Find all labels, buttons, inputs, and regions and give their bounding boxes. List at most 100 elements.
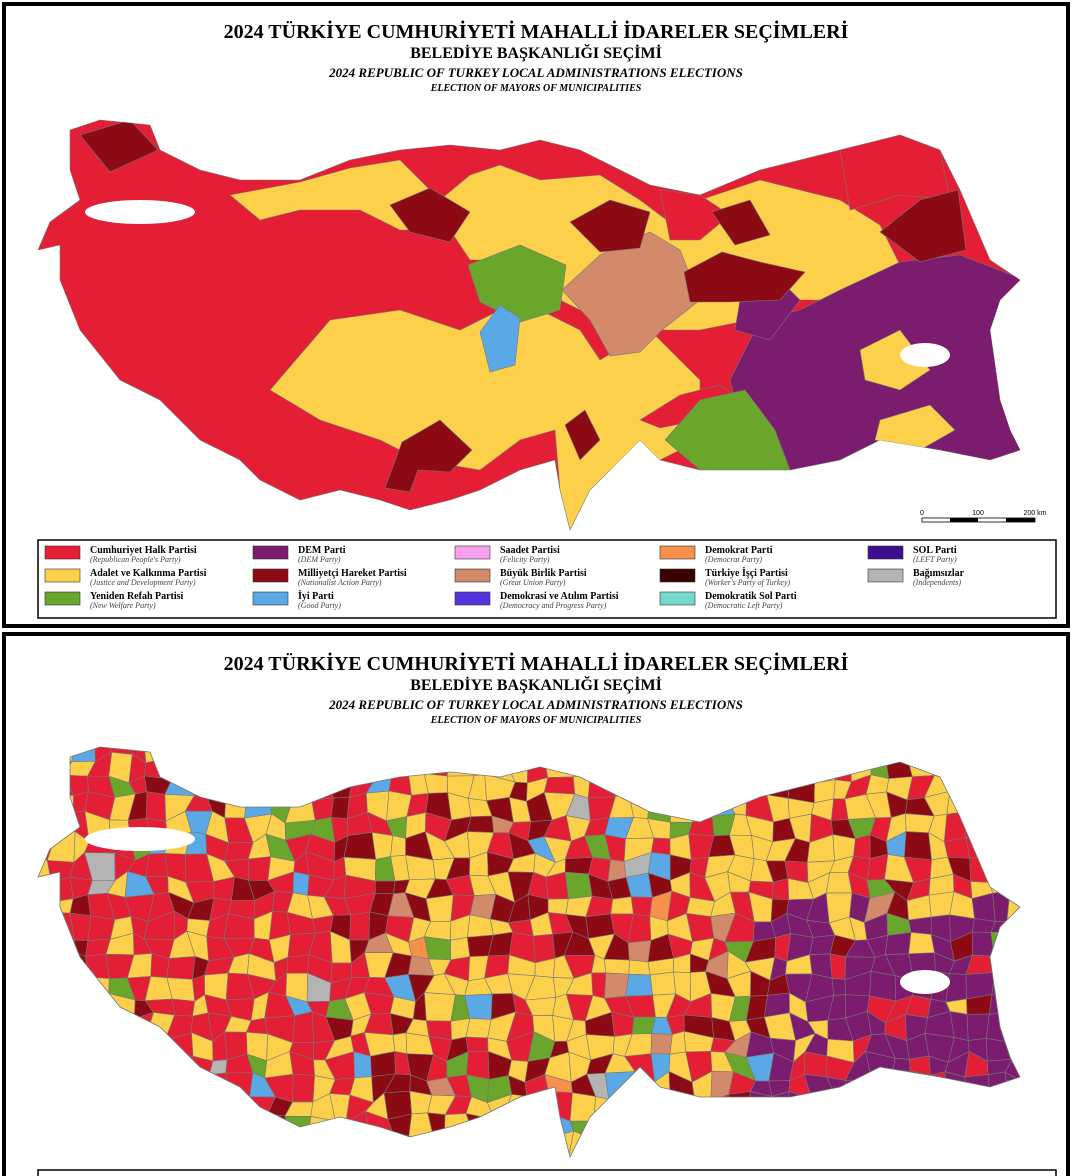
district (971, 892, 996, 922)
district (669, 1030, 687, 1055)
district (466, 815, 495, 833)
district (803, 1051, 828, 1078)
legend-swatch (44, 545, 81, 560)
district (547, 898, 569, 915)
legend-name: Adalet ve Kalkınma Partisi (90, 568, 207, 579)
title-en: 2024 REPUBLIC OF TURKEY LOCAL ADMINISTRA… (328, 697, 743, 712)
district (423, 773, 448, 794)
district (424, 992, 456, 1022)
region (859, 329, 931, 391)
legend-name: İyi Parti (298, 590, 334, 602)
scale-segment (1006, 518, 1035, 522)
legend-swatch (867, 568, 904, 583)
district (533, 933, 556, 964)
district (292, 871, 310, 896)
district (286, 954, 310, 974)
district (945, 973, 967, 1003)
district (370, 1051, 396, 1077)
legend-swatch (44, 591, 81, 606)
legend-swatch (252, 545, 289, 560)
region (564, 409, 601, 461)
legend-swatch (44, 568, 81, 583)
legend-name-en: (Independents) (913, 578, 961, 587)
district (349, 911, 371, 941)
district (904, 831, 932, 861)
legend-name-en: (Great Union Party) (500, 578, 566, 587)
lake (900, 970, 950, 994)
legend-name-en: (Felicity Party) (500, 555, 550, 564)
legend-name-en: (New Welfare Party) (90, 601, 156, 610)
district (374, 880, 396, 895)
district (465, 1018, 492, 1039)
legend-frame (37, 1169, 1057, 1176)
legend-name: Demokratik Sol Parti (705, 591, 797, 602)
district (825, 872, 853, 894)
legend-name-en: (Democratic Left Party) (705, 601, 783, 610)
sea (85, 200, 195, 224)
legend-swatch (867, 545, 904, 560)
district (1004, 1052, 1020, 1084)
legend-name: Milliyetçi Hareket Partisi (298, 568, 407, 579)
legend-name-en: (Justice and Development Party) (90, 578, 196, 587)
region (664, 389, 791, 471)
legend-name: Demokrasi ve Atılım Partisi (500, 591, 619, 602)
district (630, 896, 653, 917)
legend-swatch (659, 545, 696, 560)
region (479, 304, 521, 373)
district (603, 958, 630, 975)
title: 2024 TÜRKİYE CUMHURİYETİ MAHALLİ İDARELE… (224, 651, 849, 675)
legend-name-en: (Nationalist Action Party) (298, 578, 382, 587)
legend-name: Cumhuriyet Halk Partisi (90, 545, 197, 556)
legend-swatch (659, 568, 696, 583)
legend-name: SOL Parti (913, 545, 957, 556)
district (371, 832, 393, 860)
district (172, 998, 196, 1017)
scale-label: 100 (972, 510, 984, 517)
district (829, 953, 846, 980)
district (464, 993, 493, 1020)
district (651, 837, 671, 856)
district (564, 857, 594, 875)
district (423, 936, 452, 961)
scale-label: 200 km (1024, 510, 1047, 517)
legend-name: DEM Parti (298, 545, 346, 556)
region (467, 244, 567, 323)
district (247, 856, 272, 881)
district (450, 936, 471, 961)
district (343, 832, 377, 860)
region (384, 419, 473, 493)
district (145, 853, 169, 877)
legend-swatch (659, 591, 696, 606)
subtitle-en: ELECTION OF MAYORS OF MUNICIPALITIES (430, 715, 642, 726)
district (908, 932, 935, 955)
district (392, 1032, 408, 1055)
legend-swatch (454, 545, 491, 560)
title: 2024 TÜRKİYE CUMHURİYETİ MAHALLİ İDARELE… (224, 19, 849, 43)
district (330, 796, 350, 820)
district (831, 977, 846, 996)
district (146, 791, 167, 822)
sea (85, 827, 195, 851)
lake (900, 343, 950, 367)
district (604, 972, 630, 999)
legend-name: Demokrat Parti (705, 545, 773, 556)
legend-name-en: (LEFT Party) (913, 555, 957, 564)
legend-name-en: (DEM Party) (298, 555, 341, 564)
legend-swatch (252, 568, 289, 583)
title-en: 2024 REPUBLIC OF TURKEY LOCAL ADMINISTRA… (328, 65, 743, 80)
region (683, 251, 806, 303)
district (772, 878, 790, 901)
legend-name-en: (Democrat Party) (705, 555, 762, 564)
legend: Cumhuriyet Halk Partisi(Republican Peopl… (44, 545, 965, 610)
district (545, 871, 569, 900)
subtitle-en: ELECTION OF MAYORS OF MUNICIPALITIES (430, 83, 642, 94)
district (353, 1051, 372, 1079)
region (879, 189, 967, 263)
legend-name-en: (Republican People's Party) (90, 555, 181, 564)
district (650, 1033, 673, 1055)
district (390, 835, 406, 857)
scale-bar: 0 100 200 km (920, 510, 1047, 523)
panel-frame (2, 632, 1070, 1176)
panel-frame (2, 2, 1070, 628)
district (625, 973, 653, 997)
